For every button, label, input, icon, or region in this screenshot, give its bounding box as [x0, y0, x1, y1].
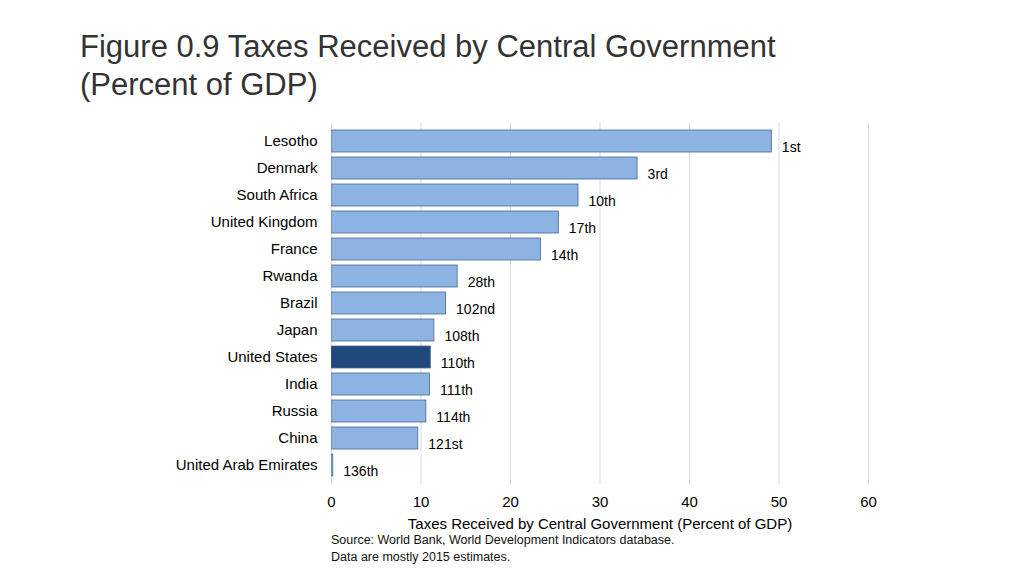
svg-text:India: India — [285, 375, 318, 392]
svg-text:60: 60 — [860, 493, 877, 510]
svg-text:14th: 14th — [551, 247, 578, 263]
svg-text:40: 40 — [681, 493, 698, 510]
svg-text:South Africa: South Africa — [237, 186, 319, 203]
svg-text:3rd: 3rd — [648, 166, 668, 182]
svg-text:France: France — [271, 240, 318, 257]
svg-text:China: China — [278, 429, 318, 446]
svg-text:121st: 121st — [428, 436, 462, 452]
svg-text:20: 20 — [502, 493, 519, 510]
svg-text:50: 50 — [771, 493, 788, 510]
svg-text:Japan: Japan — [277, 321, 318, 338]
svg-text:114th: 114th — [436, 409, 470, 425]
svg-text:30: 30 — [592, 493, 609, 510]
html-text:Data are mostly 2015 estimates: Data are mostly 2015 estimates. — [331, 550, 511, 564]
svg-text:United States: United States — [227, 348, 317, 365]
svg-text:110th: 110th — [441, 355, 475, 371]
svg-text:10th: 10th — [589, 193, 616, 209]
svg-text:102nd: 102nd — [456, 301, 495, 317]
svg-text:Lesotho: Lesotho — [264, 132, 317, 149]
svg-text:1st: 1st — [782, 139, 801, 155]
svg-text:Russia: Russia — [272, 402, 319, 419]
svg-text:17th: 17th — [569, 220, 596, 236]
svg-text:10: 10 — [413, 493, 430, 510]
svg-text:United Arab Emirates: United Arab Emirates — [176, 456, 318, 473]
svg-text:Brazil: Brazil — [280, 294, 318, 311]
svg-text:Denmark: Denmark — [257, 159, 318, 176]
svg-text:Taxes Received by Central Gove: Taxes Received by Central Government (Pe… — [408, 515, 792, 532]
svg-text:0: 0 — [327, 493, 335, 510]
svg-text:136th: 136th — [343, 463, 378, 479]
svg-text:Rwanda: Rwanda — [262, 267, 318, 284]
svg-text:United Kingdom: United Kingdom — [211, 213, 318, 230]
svg-text:111th: 111th — [440, 382, 473, 398]
html-text:Source: World Bank, World Deve: Source: World Bank, World Development In… — [331, 533, 675, 547]
svg-text:108th: 108th — [444, 328, 479, 344]
html-text:Figure 0.9 Taxes Received by C: Figure 0.9 Taxes Received by Central Gov… — [80, 29, 776, 102]
svg-text:28th: 28th — [468, 274, 495, 290]
